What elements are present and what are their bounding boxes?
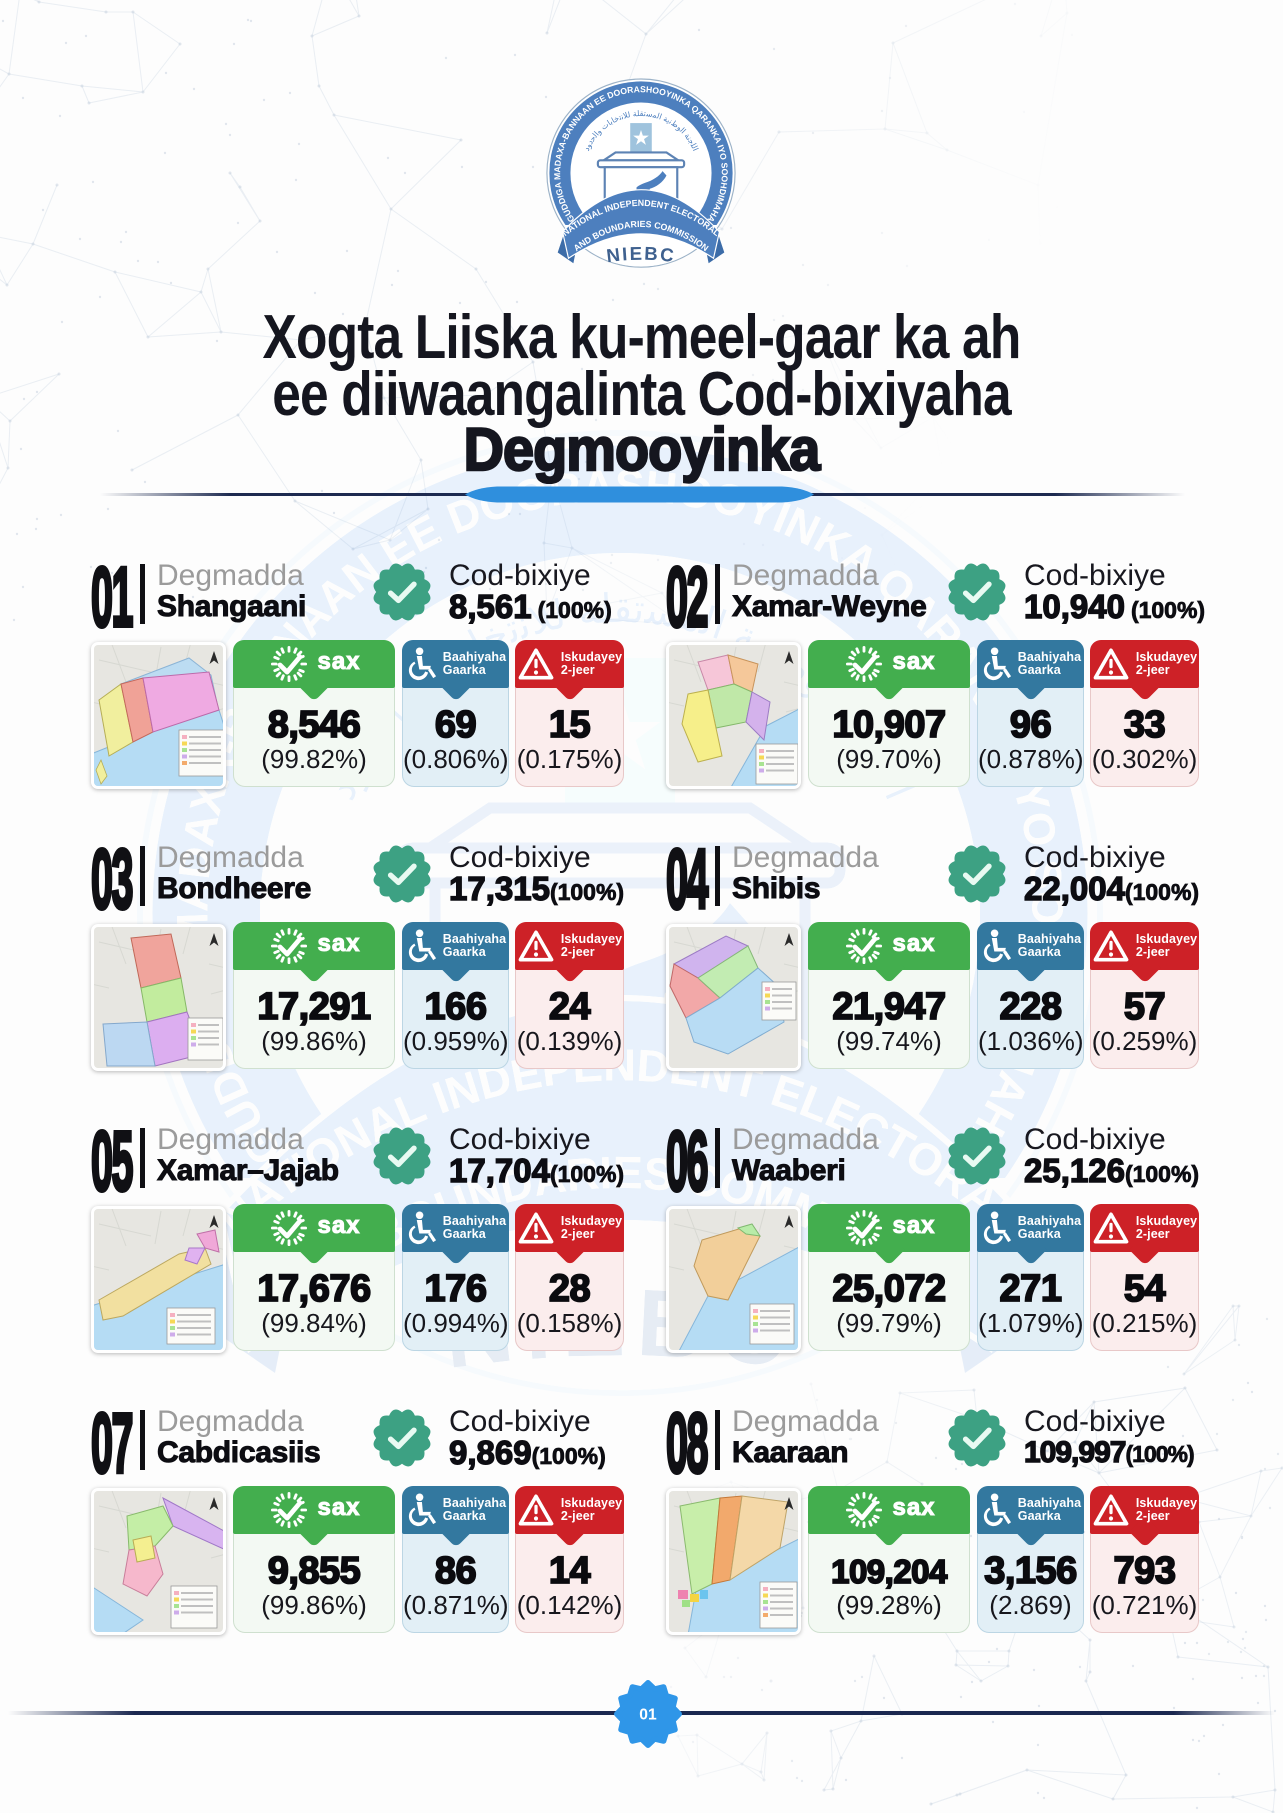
svg-text:01: 01 [639, 1706, 657, 1723]
svg-text:NIEBC: NIEBC [605, 243, 677, 267]
